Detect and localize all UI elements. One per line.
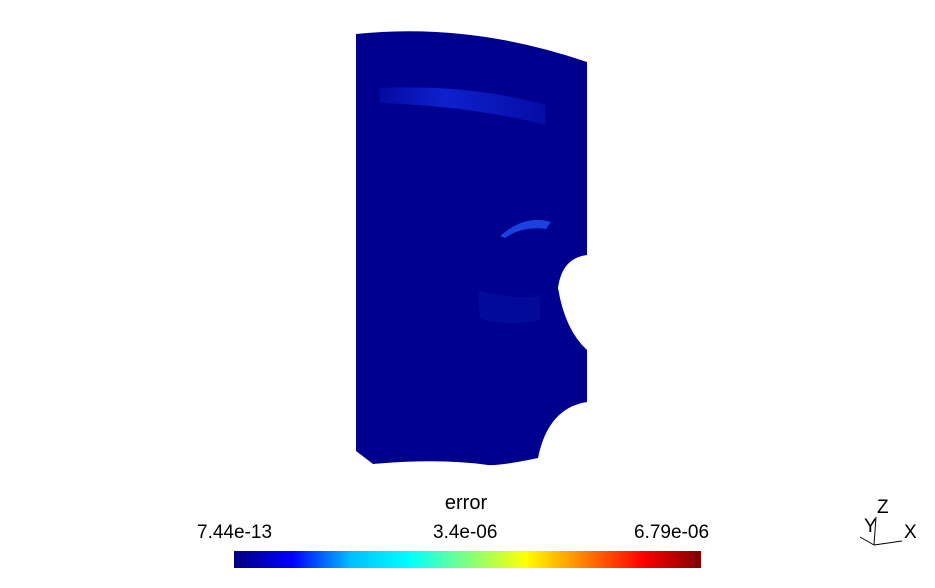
colorbar — [234, 551, 701, 568]
legend-title: error — [444, 492, 488, 514]
error-hotspot-middle — [500, 219, 551, 238]
axis-label-y: Y — [864, 516, 877, 537]
legend-tick-mid: 3.4e-06 — [433, 522, 498, 543]
error-hotspot-faint — [478, 290, 540, 324]
axis-label-z: Z — [877, 497, 889, 518]
legend-tick-max: 6.79e-06 — [634, 522, 710, 543]
axes-triad-lines — [859, 516, 903, 546]
axes-orientation-triad: Z Y X — [852, 495, 932, 555]
axis-label-x: X — [904, 522, 917, 543]
error-hotspot-upper — [378, 87, 546, 125]
mesh-domain-surface — [356, 31, 587, 466]
legend-tick-min: 7.44e-13 — [197, 522, 273, 543]
